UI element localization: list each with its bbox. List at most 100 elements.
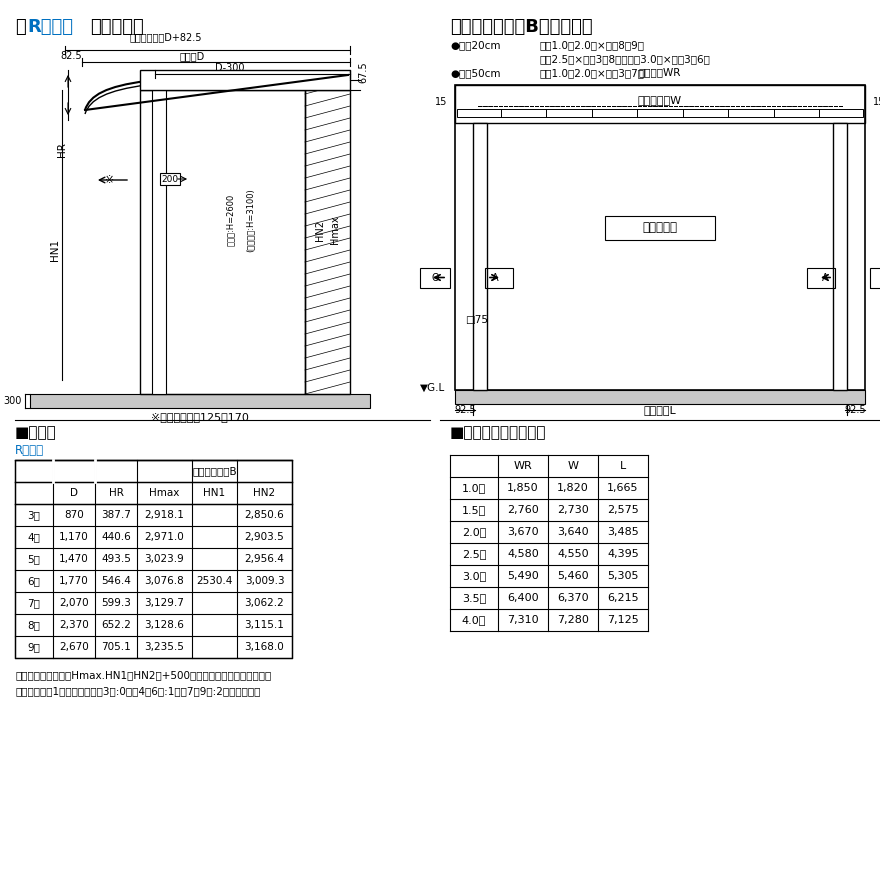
Text: 652.2: 652.2 — [101, 620, 131, 630]
Text: 3,062.2: 3,062.2 — [245, 598, 284, 608]
Text: ・中桟は垂木1ピッチ当たり、3尺:0本、4～6尺:1本、7～9尺:2本入ります。: ・中桟は垂木1ピッチ当たり、3尺:0本、4～6尺:1本、7～9尺:2本入ります。 — [15, 686, 260, 696]
Text: 300: 300 — [4, 396, 22, 406]
Text: 屋根幅　WR: 屋根幅 WR — [639, 67, 681, 77]
Text: 6尺: 6尺 — [27, 576, 40, 586]
Text: 3,640: 3,640 — [557, 527, 589, 537]
Text: 出幅　D: 出幅 D — [180, 51, 205, 61]
Text: □75: □75 — [465, 315, 488, 325]
Text: 2.0間: 2.0間 — [462, 527, 486, 537]
Text: 4,395: 4,395 — [607, 549, 639, 559]
Bar — [870, 268, 880, 288]
Text: 7,125: 7,125 — [607, 615, 639, 625]
Text: 3,129.7: 3,129.7 — [144, 598, 185, 608]
Text: 3,115.1: 3,115.1 — [245, 620, 284, 630]
Text: 間口1.0～2.0間×出幅3～7尺: 間口1.0～2.0間×出幅3～7尺 — [540, 68, 645, 78]
Text: 2,730: 2,730 — [557, 505, 589, 515]
Text: 2.5間: 2.5間 — [462, 549, 486, 559]
Text: ■寸法表: ■寸法表 — [15, 425, 56, 440]
Text: 1,850: 1,850 — [507, 483, 539, 493]
Text: W: W — [568, 461, 578, 471]
Text: 546.4: 546.4 — [101, 576, 131, 586]
Text: 7尺: 7尺 — [27, 598, 40, 608]
Text: 15: 15 — [873, 97, 880, 107]
Text: Hmax: Hmax — [330, 216, 340, 245]
Text: HN1: HN1 — [203, 488, 225, 498]
Text: HN2: HN2 — [253, 488, 275, 498]
Text: 間口2.5間×出幅3～8尺、間口3.0間×出幅3～6尺: 間口2.5間×出幅3～8尺、間口3.0間×出幅3～6尺 — [540, 54, 711, 64]
Text: 屋根芯々　W: 屋根芯々 W — [638, 95, 682, 105]
Text: 2,850.6: 2,850.6 — [245, 510, 284, 520]
Text: D: D — [70, 488, 78, 498]
Bar — [807, 268, 835, 288]
Text: 4.0間: 4.0間 — [462, 615, 486, 625]
Text: 2,903.5: 2,903.5 — [245, 532, 284, 542]
Text: HN2: HN2 — [315, 219, 325, 240]
Text: 3,235.5: 3,235.5 — [144, 642, 185, 652]
Text: HN1: HN1 — [50, 239, 60, 261]
Text: 3,168.0: 3,168.0 — [245, 642, 284, 652]
Bar — [152, 90, 166, 394]
Text: 493.5: 493.5 — [101, 554, 131, 564]
Text: 3尺: 3尺 — [27, 510, 40, 520]
Bar — [457, 109, 863, 117]
Text: 6,370: 6,370 — [557, 593, 589, 603]
Text: 移動桁タイプB: 移動桁タイプB — [192, 466, 237, 476]
Text: 4尺: 4尺 — [27, 532, 40, 542]
Text: A: A — [492, 273, 498, 282]
Text: D-300: D-300 — [216, 63, 245, 73]
Text: 側面図】: 側面図】 — [90, 18, 143, 36]
Text: HR: HR — [57, 143, 67, 158]
Text: 6,400: 6,400 — [507, 593, 539, 603]
Text: 7,280: 7,280 — [557, 615, 589, 625]
Text: 2,575: 2,575 — [607, 505, 639, 515]
Text: 3,485: 3,485 — [607, 527, 639, 537]
Text: WR: WR — [514, 461, 532, 471]
Text: ・ロング柱の場合はHmax.HN1、HN2に+500㎜加算した寸法になります。: ・ロング柱の場合はHmax.HN1、HN2に+500㎜加算した寸法になります。 — [15, 670, 271, 680]
Text: 2,670: 2,670 — [59, 642, 89, 652]
Text: 6,215: 6,215 — [607, 593, 639, 603]
Text: 200: 200 — [161, 174, 179, 184]
Text: 間口1.0～2.0間×出幅8～9尺: 間口1.0～2.0間×出幅8～9尺 — [540, 40, 645, 50]
Text: 387.7: 387.7 — [101, 510, 131, 520]
Bar — [420, 268, 450, 288]
Bar — [15, 460, 292, 658]
Text: ■寸法表（間口方向）: ■寸法表（間口方向） — [450, 425, 546, 440]
Text: 82.5: 82.5 — [61, 51, 82, 61]
Text: 3,009.3: 3,009.3 — [245, 576, 284, 586]
Text: 3,670: 3,670 — [507, 527, 539, 537]
Text: 67.5: 67.5 — [358, 62, 368, 83]
Text: ※出幅移動範囲125～170: ※出幅移動範囲125～170 — [151, 412, 249, 422]
Text: 【移動桁タイプB　正面図】: 【移動桁タイプB 正面図】 — [450, 18, 592, 36]
Text: 4,550: 4,550 — [557, 549, 589, 559]
Text: 8尺: 8尺 — [27, 620, 40, 630]
Text: 2,971.0: 2,971.0 — [144, 532, 185, 542]
Text: 2,956.4: 2,956.4 — [245, 554, 284, 564]
Text: 1,170: 1,170 — [59, 532, 89, 542]
Bar — [455, 85, 865, 390]
Text: 2,370: 2,370 — [59, 620, 89, 630]
Text: Rタイプ: Rタイプ — [27, 18, 73, 36]
Text: 5,460: 5,460 — [557, 571, 589, 581]
Text: 705.1: 705.1 — [101, 642, 131, 652]
Text: 3.0間: 3.0間 — [462, 571, 486, 581]
Bar — [160, 173, 180, 185]
Text: 5,305: 5,305 — [607, 571, 639, 581]
Text: 2,070: 2,070 — [59, 598, 89, 608]
Text: 1,470: 1,470 — [59, 554, 89, 564]
Text: 2,918.1: 2,918.1 — [144, 510, 185, 520]
Text: ▼G.L: ▼G.L — [420, 383, 445, 393]
Bar — [485, 268, 513, 288]
Bar — [455, 390, 865, 404]
Text: A: A — [822, 273, 828, 282]
Text: L: L — [620, 461, 627, 471]
Text: 2,760: 2,760 — [507, 505, 539, 515]
Text: 5,490: 5,490 — [507, 571, 539, 581]
Bar — [473, 123, 487, 390]
Bar — [30, 394, 370, 408]
Text: 5尺: 5尺 — [27, 554, 40, 564]
Bar — [140, 70, 350, 90]
Text: 92.5: 92.5 — [454, 405, 476, 415]
Text: ●積雪20cm: ●積雪20cm — [450, 40, 501, 50]
Text: 3.5間: 3.5間 — [462, 593, 486, 603]
Text: 3,023.9: 3,023.9 — [144, 554, 185, 564]
